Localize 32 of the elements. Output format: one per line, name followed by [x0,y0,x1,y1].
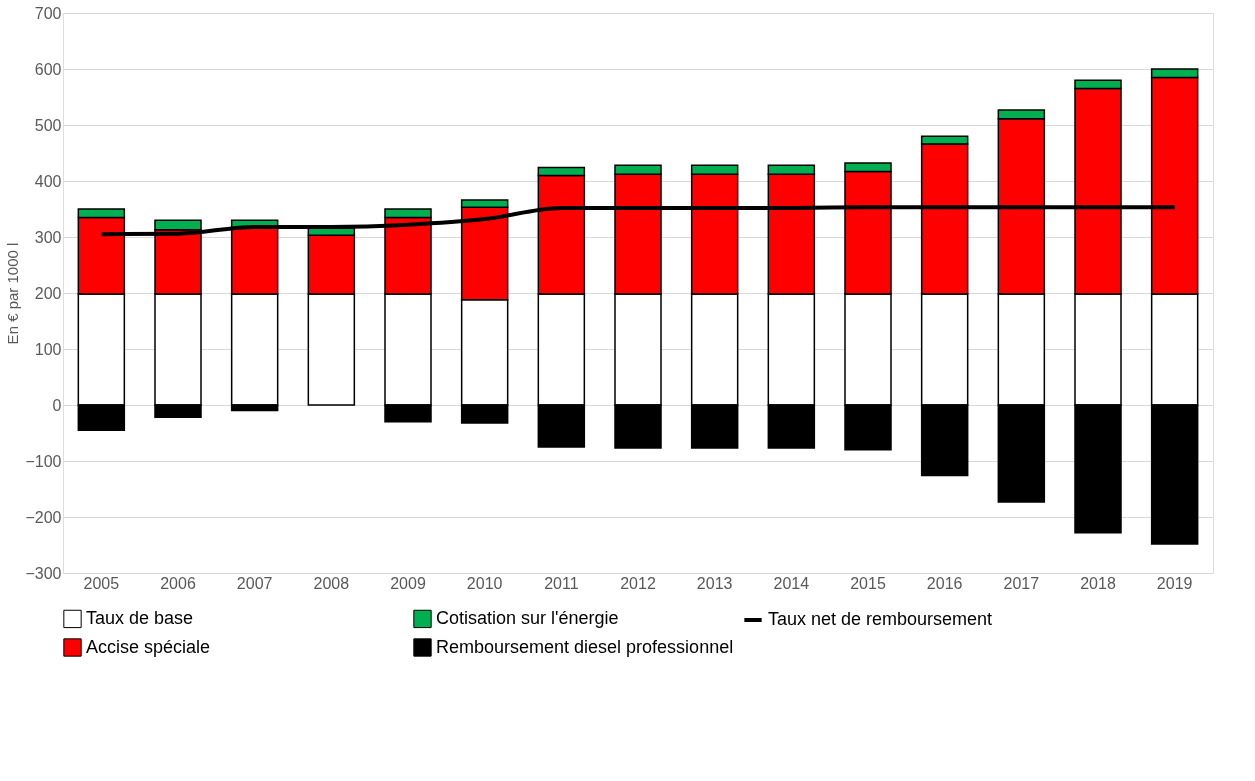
legend-label: Remboursement diesel professionnel [436,636,734,657]
x-tick-label: 2017 [1003,574,1040,592]
y-tick-label: 0 [52,396,62,414]
x-tick-label: 2006 [160,574,196,592]
x-tick-label: 2010 [466,574,503,592]
y-tick-label: −100 [25,452,62,470]
x-tick-label: 2011 [544,574,579,592]
y-tick-label: 600 [34,60,62,78]
legend-label: Cotisation sur l'énergie [436,607,619,628]
x-tick-label: 2019 [1156,574,1193,592]
x-tick-label: 2013 [696,574,733,592]
x-tick-label: 2016 [926,574,963,592]
legend-label: Accise spéciale [86,636,211,657]
x-tick-label: 2018 [1080,574,1116,592]
y-tick-label: −200 [25,508,62,526]
x-tick-label: 2008 [313,574,350,592]
x-tick-label: 2015 [850,574,886,592]
legend-label: Taux de base [86,607,194,628]
x-tick-label: 2012 [620,574,656,592]
y-tick-label: −300 [25,564,62,582]
y-tick-label: 400 [34,172,62,190]
x-tick-label: 2007 [236,574,273,592]
y-tick-label: 300 [34,228,62,246]
y-tick-label: 500 [34,116,62,134]
legend-label: Taux net de remboursement [768,609,993,629]
y-tick-label: 100 [34,340,62,358]
x-tick-label: 2014 [773,574,810,592]
y-tick-label: 200 [34,284,62,302]
y-axis-title: En € par 1000 l [4,242,22,345]
y-tick-label: 700 [34,4,62,22]
x-tick-label: 2009 [390,574,426,592]
x-tick-label: 2005 [83,574,120,592]
